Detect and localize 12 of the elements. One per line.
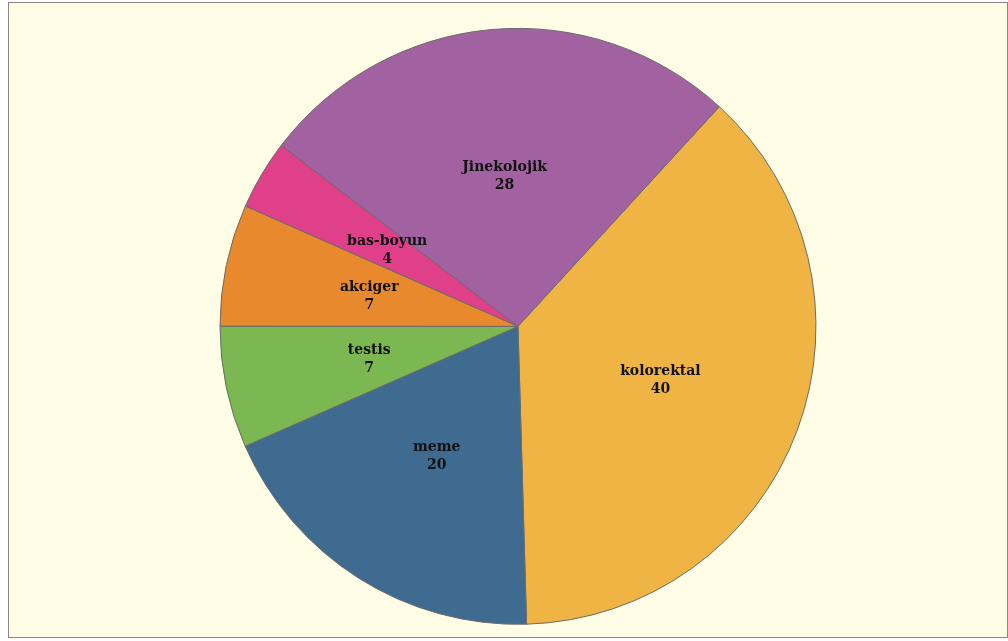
data-label: 40 — [650, 380, 671, 397]
slice-label: meme — [413, 437, 461, 454]
data-label: 7 — [364, 358, 375, 375]
data-label: 4 — [382, 249, 393, 266]
data-label: 7 — [364, 295, 375, 312]
data-label: 28 — [494, 175, 515, 192]
slice-label: testis — [347, 340, 391, 357]
slice-label: bas-boyun — [347, 231, 428, 248]
slice-label: akciger — [339, 277, 400, 294]
slice-label: Jinekolojik — [460, 157, 548, 174]
slice-label: kolorektal — [620, 362, 701, 379]
data-label: 20 — [427, 455, 447, 472]
